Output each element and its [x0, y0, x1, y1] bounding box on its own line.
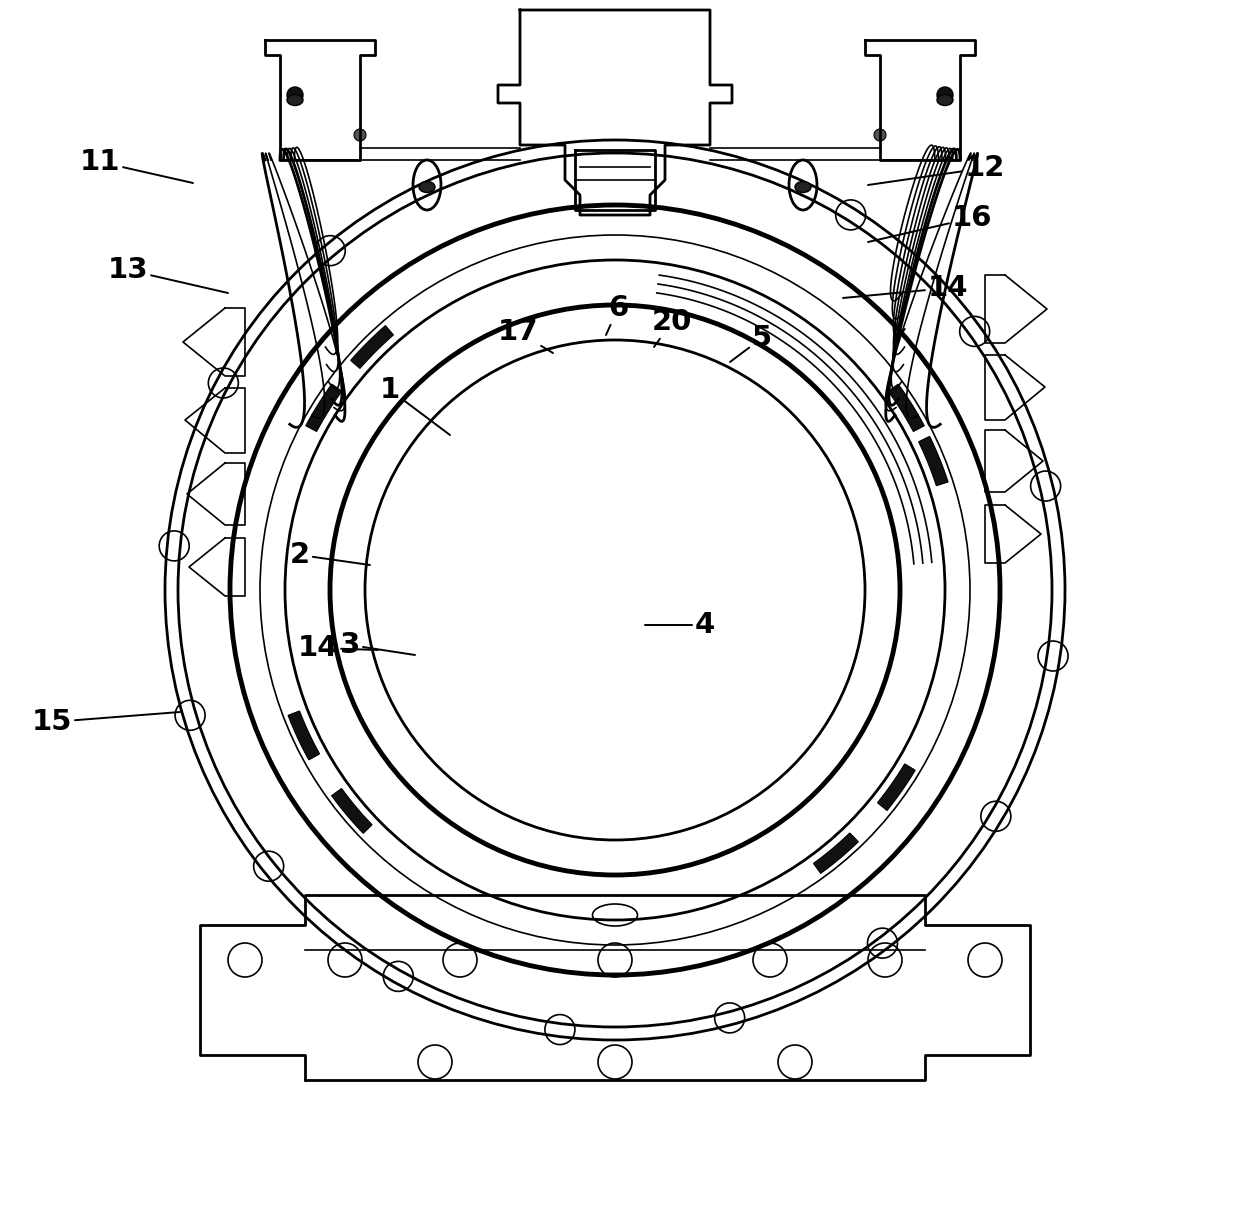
Ellipse shape [795, 181, 811, 192]
Text: 2: 2 [290, 541, 370, 568]
Text: 16: 16 [868, 204, 992, 241]
Text: 14: 14 [843, 274, 968, 302]
Text: 14: 14 [298, 634, 378, 661]
Ellipse shape [937, 94, 954, 105]
Polygon shape [813, 833, 858, 873]
Text: 3: 3 [340, 631, 415, 659]
Text: 13: 13 [108, 256, 228, 293]
Text: 12: 12 [868, 154, 1006, 185]
Polygon shape [878, 764, 915, 810]
Circle shape [353, 129, 366, 141]
Polygon shape [888, 384, 924, 431]
Text: 11: 11 [79, 148, 193, 183]
Polygon shape [919, 437, 947, 485]
Text: 4: 4 [645, 611, 715, 639]
Ellipse shape [286, 94, 303, 105]
Circle shape [937, 87, 954, 103]
Polygon shape [351, 326, 393, 368]
Polygon shape [288, 711, 320, 759]
Polygon shape [332, 788, 372, 833]
Circle shape [286, 87, 303, 103]
Text: 20: 20 [652, 308, 692, 346]
Text: 17: 17 [497, 317, 553, 352]
Text: 1: 1 [379, 377, 450, 435]
Text: 6: 6 [606, 295, 629, 336]
Circle shape [874, 129, 887, 141]
Text: 5: 5 [730, 323, 773, 362]
Ellipse shape [419, 181, 435, 192]
Text: 15: 15 [32, 709, 180, 736]
Polygon shape [306, 384, 341, 431]
